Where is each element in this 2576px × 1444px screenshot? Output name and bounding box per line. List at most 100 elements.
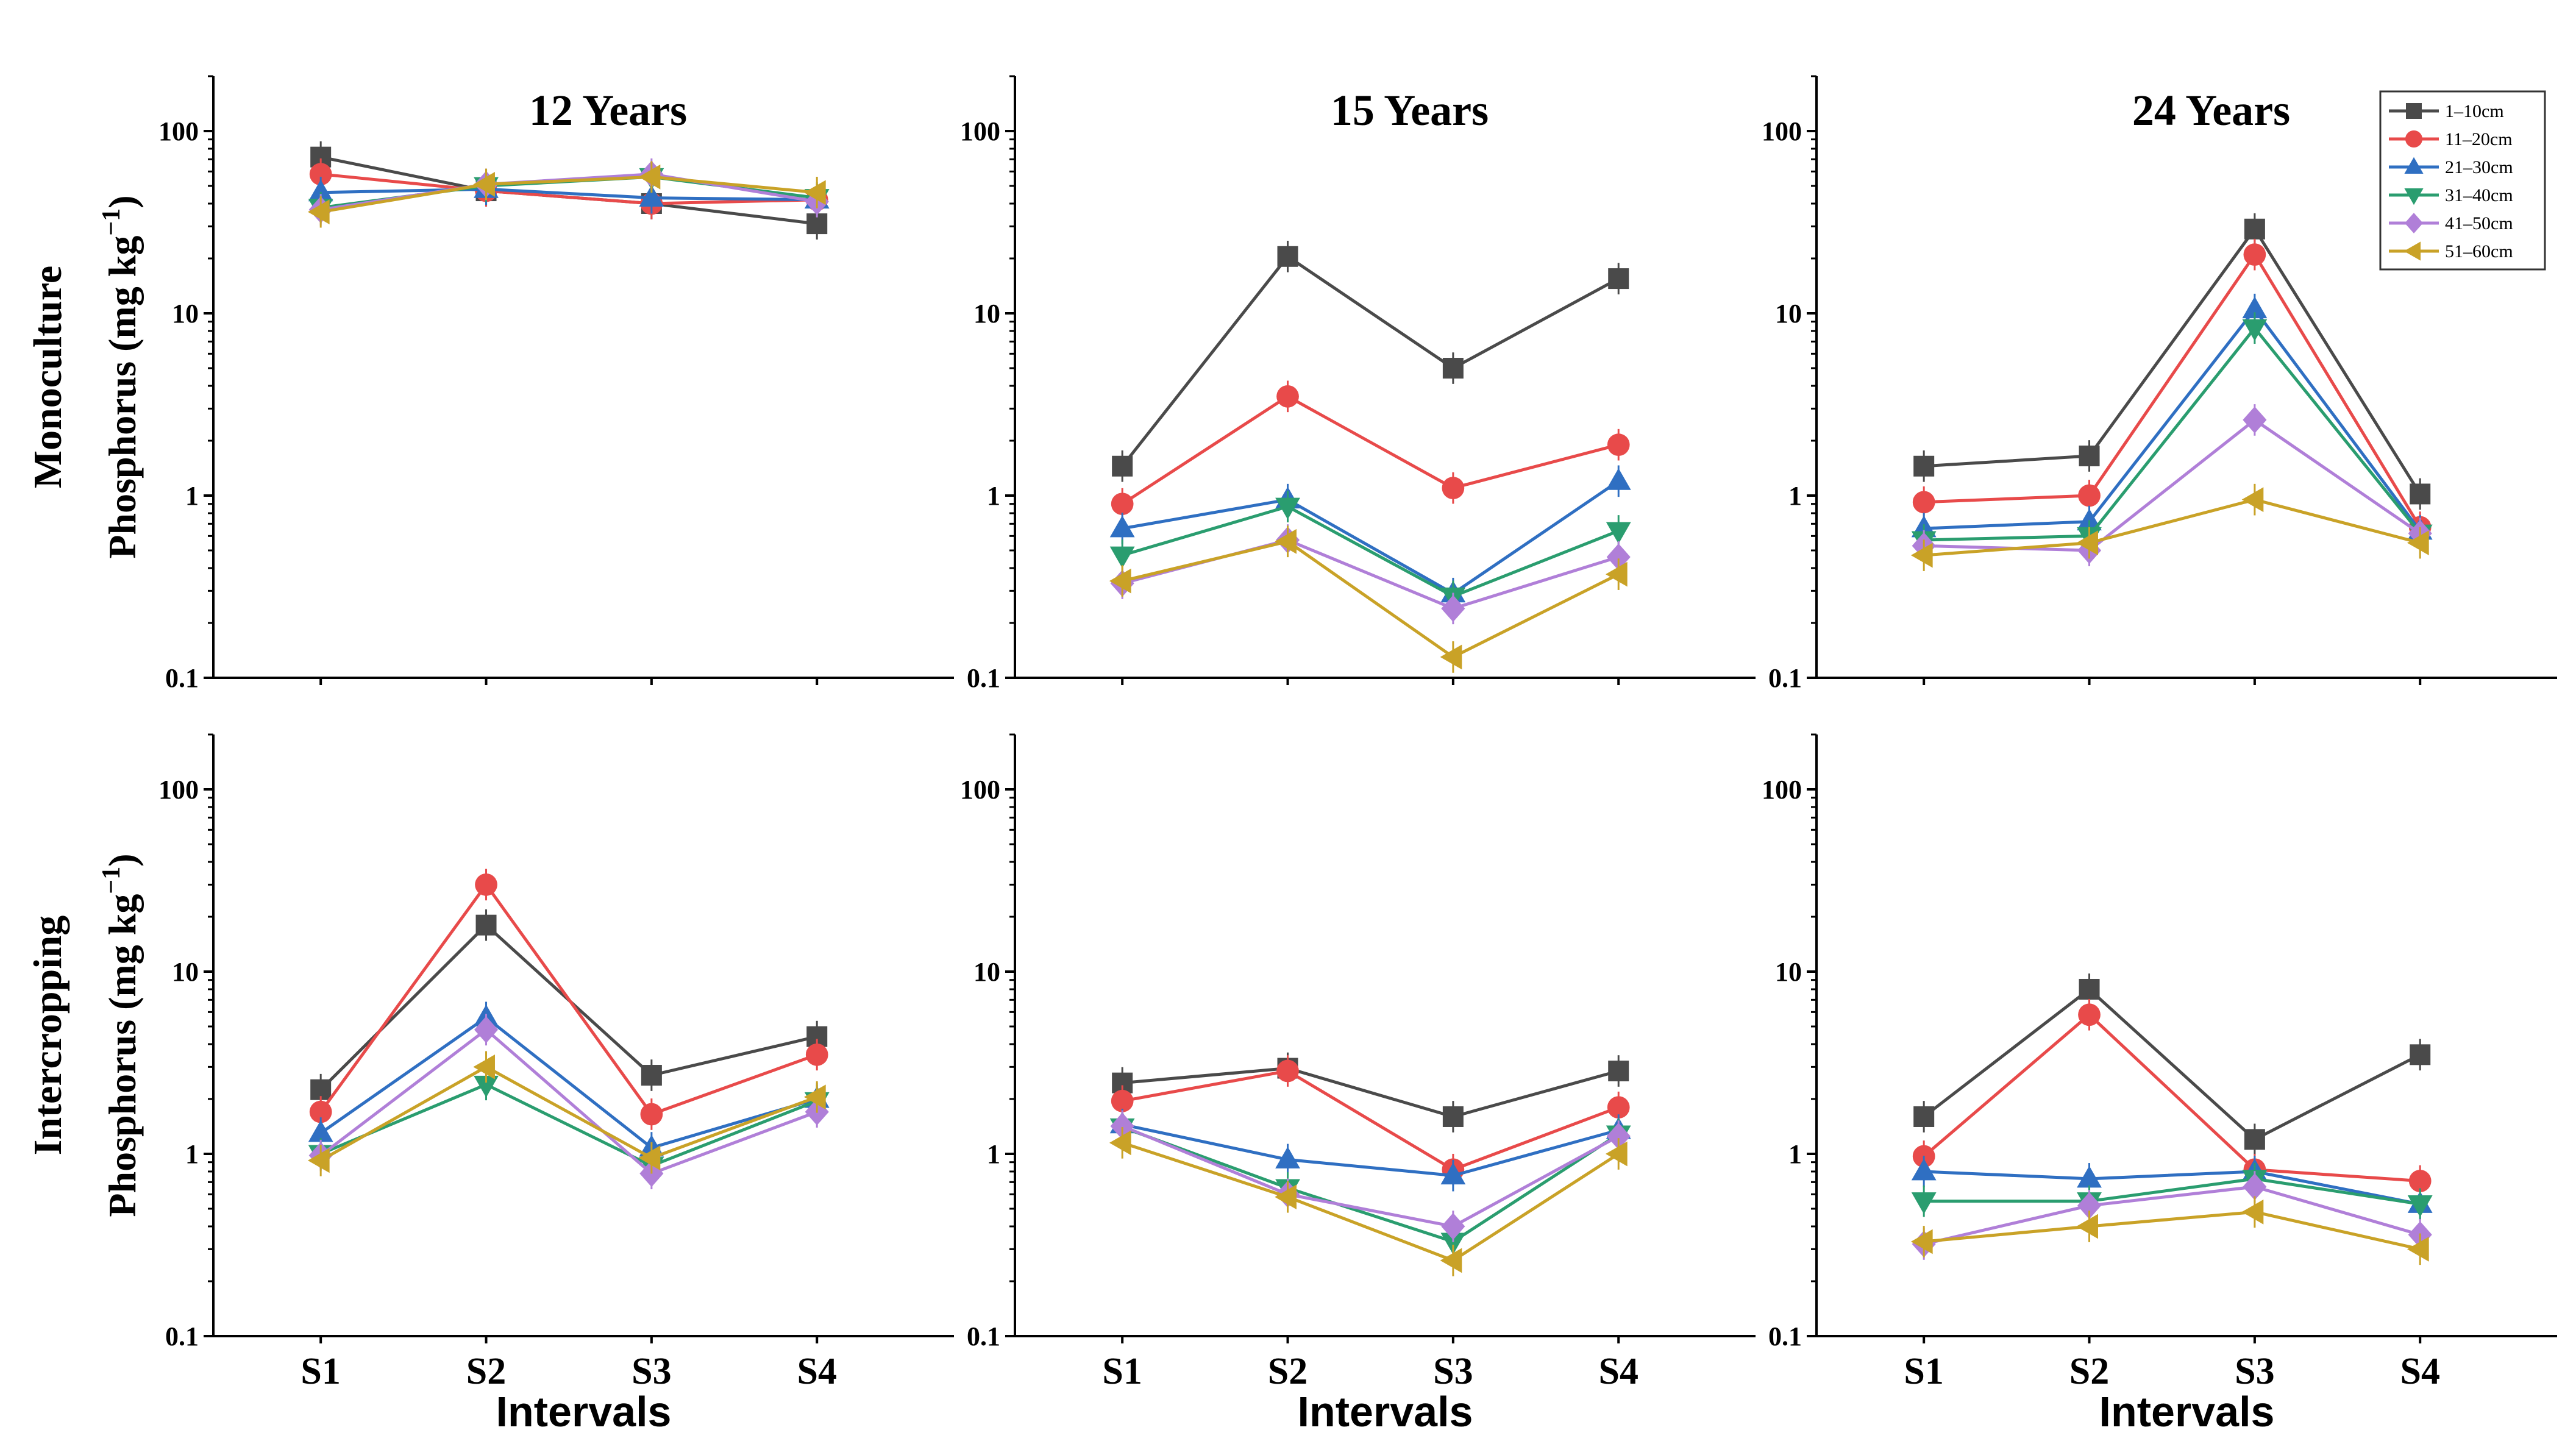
legend-item: 41–50cm xyxy=(2389,213,2513,233)
data-point xyxy=(1910,1229,1933,1254)
data-point xyxy=(1109,515,1135,538)
data-point xyxy=(2241,487,2264,513)
data-point xyxy=(1911,1192,1937,1214)
x-axis-label: Intervals xyxy=(1298,1388,1473,1435)
data-point xyxy=(1442,358,1464,379)
data-point xyxy=(639,185,664,207)
data-point xyxy=(1109,568,1131,594)
panel-1-1: 0.1 1 10 100 S1 S2 S3 S4 Intervals xyxy=(960,733,1756,1435)
data-point xyxy=(2079,445,2100,466)
panel-1-2: 0.1 1 10 100 S1 S2 S3 S4 Intervals xyxy=(1762,733,2557,1435)
data-point xyxy=(638,164,661,190)
panel-0-0: 0.1 1 10 100 12 Years xyxy=(158,75,954,693)
data-point xyxy=(1111,493,1134,516)
y-label-superscript: −1 xyxy=(98,867,126,894)
data-point xyxy=(2079,978,2100,1000)
y-tick-label: 10 xyxy=(973,299,1000,329)
series-line-1–10cm xyxy=(1121,254,1620,468)
y-label-main: Phosphorus (mg kg xyxy=(101,894,144,1217)
y-tick-label: 100 xyxy=(960,775,1000,805)
series-line-1–10cm xyxy=(1923,987,2421,1142)
series-line-21–30cm xyxy=(1122,1123,1619,1178)
data-point xyxy=(307,199,330,225)
y-tick-label: 10 xyxy=(172,299,199,329)
data-point xyxy=(638,1145,661,1171)
series-line-11–20cm xyxy=(1121,394,1619,505)
legend-marker xyxy=(2405,213,2423,233)
legend-marker xyxy=(2404,157,2424,174)
y-tick-label: 1 xyxy=(987,1139,1000,1169)
x-tick-label: S4 xyxy=(2400,1351,2439,1392)
legend-label: 11–20cm xyxy=(2445,129,2513,149)
data-point xyxy=(474,1075,499,1098)
legend-label: 41–50cm xyxy=(2445,213,2513,233)
data-point xyxy=(805,1043,828,1066)
series-line-51–60cm xyxy=(1923,1210,2421,1251)
x-tick-label: S1 xyxy=(1904,1351,1943,1392)
data-point xyxy=(2408,1170,2432,1192)
y-tick-label: 0.1 xyxy=(1768,663,1802,693)
data-point xyxy=(2076,530,2098,556)
y-axis-label: Phosphorus (mg kg−1) xyxy=(98,853,144,1217)
series-line-31–40cm xyxy=(320,1083,818,1168)
y-tick-label: 100 xyxy=(158,775,199,805)
legend-box xyxy=(2379,90,2546,271)
data-point xyxy=(1911,1158,1937,1181)
panel-title: 15 Years xyxy=(1331,86,1489,135)
series-line-41–50cm xyxy=(319,1028,818,1176)
data-point xyxy=(1277,246,1298,267)
series-line-21–30cm xyxy=(321,187,817,202)
data-point xyxy=(2243,406,2267,434)
x-axis-label: Intervals xyxy=(496,1388,672,1435)
data-point xyxy=(2410,1044,2431,1065)
data-point xyxy=(1440,1232,1466,1255)
panel-title: 12 Years xyxy=(529,86,687,135)
series-line-51–60cm xyxy=(1924,498,2421,557)
y-label-close: ) xyxy=(101,195,144,208)
x-tick-label: S4 xyxy=(1598,1351,1638,1392)
legend-item: 11–20cm xyxy=(2389,129,2513,149)
data-point xyxy=(2078,1003,2101,1026)
series-line-21–30cm xyxy=(1924,1170,2421,1206)
row-label: Monoculture xyxy=(26,266,70,488)
series-line-31–40cm xyxy=(1924,1177,2421,1206)
panel-0-1: 0.1 1 10 100 15 Years xyxy=(960,75,1756,693)
series-line-51–60cm xyxy=(319,1065,818,1162)
y-label-main: Phosphorus (mg kg xyxy=(101,236,144,559)
data-point xyxy=(1605,561,1628,587)
data-point xyxy=(1912,491,1935,514)
series-line-31–40cm xyxy=(1924,325,2422,542)
data-point xyxy=(1440,644,1462,670)
data-point xyxy=(473,1054,495,1079)
x-tick-label: S3 xyxy=(2235,1351,2274,1392)
data-point xyxy=(1441,1212,1465,1240)
series-line-1–10cm xyxy=(1924,226,2422,495)
x-axis-label: Intervals xyxy=(2099,1388,2275,1435)
data-point xyxy=(2077,1192,2102,1220)
y-tick-label: 100 xyxy=(1762,775,1802,805)
legend-label: 1–10cm xyxy=(2445,101,2504,121)
data-point xyxy=(1442,477,1465,499)
series-line-31–40cm xyxy=(1122,505,1620,599)
panel-title: 24 Years xyxy=(2132,86,2290,135)
legend-marker xyxy=(2406,103,2422,119)
y-tick-label: 1 xyxy=(1788,1139,1802,1169)
y-tick-label: 10 xyxy=(172,957,199,987)
data-point xyxy=(2078,484,2101,507)
data-point xyxy=(1607,1096,1630,1119)
data-point xyxy=(2242,319,2268,341)
series-line-21–30cm xyxy=(319,1015,817,1150)
legend: 1–10cm 11–20cm 21–30cm 31–40cm 41–50cm 51–60c… xyxy=(2379,90,2546,271)
series-line-41–50cm xyxy=(1122,1125,1620,1228)
legend-item: 21–30cm xyxy=(2389,157,2513,177)
data-point xyxy=(2244,1129,2265,1150)
y-tick-label: 1 xyxy=(987,481,1000,511)
data-point xyxy=(473,172,495,197)
data-point xyxy=(2243,1173,2267,1201)
data-point xyxy=(2407,530,2429,556)
y-tick-label: 0.1 xyxy=(165,663,199,693)
data-point xyxy=(1607,433,1630,457)
x-tick-label: S3 xyxy=(632,1351,671,1392)
data-point xyxy=(803,1084,826,1110)
